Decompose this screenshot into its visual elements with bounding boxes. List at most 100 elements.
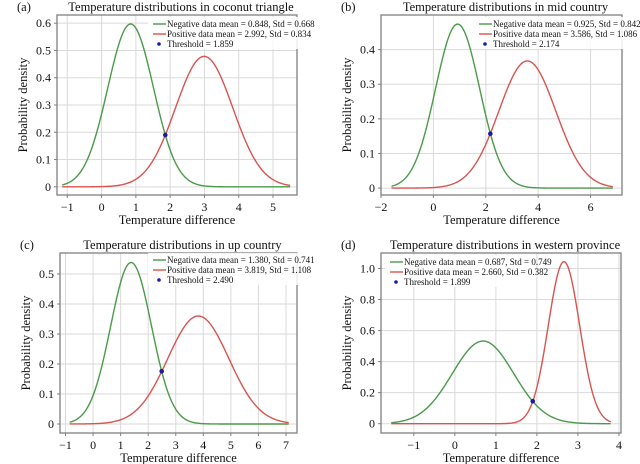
legend-marker-swatch: [394, 280, 398, 284]
legend: Negative data mean = 1.380, Std = 0.741P…: [148, 253, 315, 285]
legend-entry: Positive data mean = 2.992, Std = 0.834: [167, 29, 312, 39]
y-tick-label: 0: [369, 417, 375, 431]
legend: Negative data mean = 0.925, Std = 0.842P…: [474, 17, 640, 49]
legend-entry: Threshold = 1.859: [167, 39, 234, 49]
positive-distribution-curve: [62, 55, 291, 188]
x-tick-label: 2: [145, 438, 151, 452]
x-tick-label: 4: [236, 200, 242, 214]
negative-distribution-curve: [61, 23, 291, 188]
threshold-point: [159, 368, 164, 374]
y-tick-label: 0: [45, 180, 51, 194]
legend-box: [385, 255, 535, 287]
subplot-title: Temperature distributions in western pro…: [390, 238, 621, 252]
subplot-a: −1 0 1 2 3 4 5 0 0.1 0.2 0.3 0.4 0.5 0.6 Temperature d…: [16, 0, 315, 227]
x-tick-label: 6: [255, 438, 261, 452]
x-tick-label: 6: [588, 200, 594, 214]
legend-entry: Negative data mean = 0.925, Std = 0.842: [493, 19, 640, 29]
y-tick-label: 0.2: [360, 112, 375, 126]
x-tick-label: 1: [133, 200, 139, 214]
x-tick-label: 3: [201, 200, 207, 214]
x-tick-label: 3: [173, 438, 179, 452]
legend-box: [474, 17, 624, 49]
positive-distribution-curve: [69, 315, 289, 425]
x-tick-label: 4: [200, 438, 206, 452]
x-tick-label: 0: [99, 200, 105, 214]
negative-distribution-curve: [391, 23, 613, 189]
legend: Negative data mean = 0.848, Std = 0.668P…: [148, 17, 315, 49]
subplot-title: Temperature distributions in mid country: [403, 0, 609, 14]
legend-entry: Positive data mean = 3.819, Std = 1.108: [167, 265, 312, 275]
negative-distribution-curve: [69, 261, 289, 425]
y-axis-label: Probability density: [19, 295, 33, 391]
x-tick-label: 5: [228, 438, 234, 452]
subplot-title: Temperature distributions in up country: [83, 238, 282, 252]
legend-entry: Positive data mean = 2.660, Std = 0.382: [404, 267, 548, 277]
axes-frame: [380, 14, 623, 196]
x-tick-label: 2: [483, 200, 489, 214]
legend-marker-swatch: [157, 278, 161, 282]
x-tick-label: 0: [430, 200, 436, 214]
y-tick-label: 0.5: [36, 43, 51, 57]
y-tick-label: 0.8: [360, 293, 375, 307]
y-tick-label: 0.4: [39, 297, 54, 311]
positive-distribution-curve: [391, 260, 611, 425]
y-tick-label: 0.5: [39, 267, 54, 281]
x-axis-label: Temperature difference: [443, 213, 560, 227]
x-tick-label: 1: [493, 438, 499, 452]
x-tick-label: 2: [167, 200, 173, 214]
x-tick-label: 0: [90, 438, 96, 452]
y-tick-label: 0.2: [360, 386, 375, 400]
legend-entry: Negative data mean = 0.848, Std = 0.668: [167, 19, 315, 29]
threshold-point: [488, 131, 493, 137]
positive-distribution-curve: [391, 60, 613, 189]
y-tick-label: 0.1: [36, 153, 51, 167]
y-tick-label: 0.2: [39, 357, 54, 371]
x-tick-label: −1: [407, 438, 420, 452]
y-tick-label: 0.4: [36, 71, 51, 85]
legend-entry: Threshold = 2.174: [493, 39, 560, 49]
x-tick-label: 0: [452, 438, 458, 452]
panel-label: (d): [341, 238, 356, 252]
legend-entry: Threshold = 2.490: [167, 275, 234, 285]
legend: Negative data mean = 0.687, Std = 0.749P…: [385, 255, 552, 287]
y-tick-label: 0.3: [39, 327, 54, 341]
legend-box: [148, 17, 298, 49]
legend-box: [148, 253, 298, 285]
x-tick-label: −1: [61, 200, 74, 214]
x-tick-label: 2: [534, 438, 540, 452]
x-tick-label: −1: [59, 438, 72, 452]
y-tick-label: 0.6: [360, 324, 375, 338]
y-tick-label: 1.0: [360, 262, 375, 276]
y-tick-label: 0: [369, 181, 375, 195]
y-tick-label: 0.1: [39, 387, 54, 401]
legend-marker-swatch: [157, 42, 161, 46]
threshold-point: [530, 398, 536, 404]
axes-frame: [380, 252, 622, 434]
legend-entry: Negative data mean = 1.380, Std = 0.741: [167, 255, 315, 265]
legend-marker-swatch: [483, 42, 487, 46]
y-tick-label: 0.3: [360, 77, 375, 91]
legend-entry: Negative data mean = 0.687, Std = 0.749: [404, 257, 552, 267]
subplot-d: −1 0 1 2 3 4 0 0.2 0.4 0.6 0.8 1.0 Temperature distr…: [340, 238, 622, 464]
legend-entry: Threshold = 1.899: [404, 277, 471, 287]
x-tick-label: 3: [575, 438, 581, 452]
x-axis-label: Temperature difference: [119, 213, 236, 227]
y-tick-label: 0.3: [36, 98, 51, 112]
panel-label: (c): [20, 238, 34, 252]
x-tick-label: −2: [375, 200, 388, 214]
y-tick-label: 0: [48, 417, 54, 431]
y-tick-label: 0.2: [36, 125, 51, 139]
subplot-c: −1 0 1 2 3 4 5 6 7 0 0.1 0.2 0.3 0.4 0.5 Temperature di…: [19, 238, 315, 464]
x-tick-label: 4: [616, 438, 622, 452]
x-tick-label: 4: [535, 200, 541, 214]
negative-distribution-curve: [391, 340, 611, 425]
subplot-title: Temperature distributions in coconut tri…: [68, 0, 294, 14]
x-tick-label: 7: [283, 438, 289, 452]
y-tick-label: 0.6: [36, 16, 51, 30]
legend-entry: Positive data mean = 3.586, Std = 1.086: [493, 29, 638, 39]
y-tick-label: 0.1: [360, 146, 375, 160]
y-tick-label: 0.4: [360, 355, 375, 369]
panel-label: (b): [341, 0, 356, 14]
